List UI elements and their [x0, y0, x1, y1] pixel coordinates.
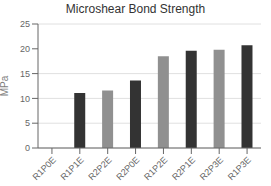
svg-text:25: 25	[20, 19, 30, 29]
svg-text:5: 5	[25, 118, 30, 128]
svg-text:R2P3E: R2P3E	[198, 155, 225, 182]
svg-text:R2P2E: R2P2E	[86, 155, 113, 182]
svg-text:R2P1E: R2P1E	[170, 155, 197, 182]
html-text:Microshear Bond Strength: Microshear Bond Strength	[65, 2, 206, 16]
svg-text:R1P3E: R1P3E	[226, 155, 253, 182]
svg-text:20: 20	[20, 44, 30, 54]
svg-text:R1P0E: R1P0E	[31, 155, 58, 182]
svg-text:10: 10	[20, 94, 30, 104]
svg-text:R1P2E: R1P2E	[142, 155, 169, 182]
svg-text:R1P1E: R1P1E	[58, 155, 85, 182]
svg-text:R2P0E: R2P0E	[114, 155, 141, 182]
svg-text:15: 15	[20, 69, 30, 79]
svg-text:MPa: MPa	[8, 75, 10, 96]
svg-text:0: 0	[25, 143, 30, 153]
